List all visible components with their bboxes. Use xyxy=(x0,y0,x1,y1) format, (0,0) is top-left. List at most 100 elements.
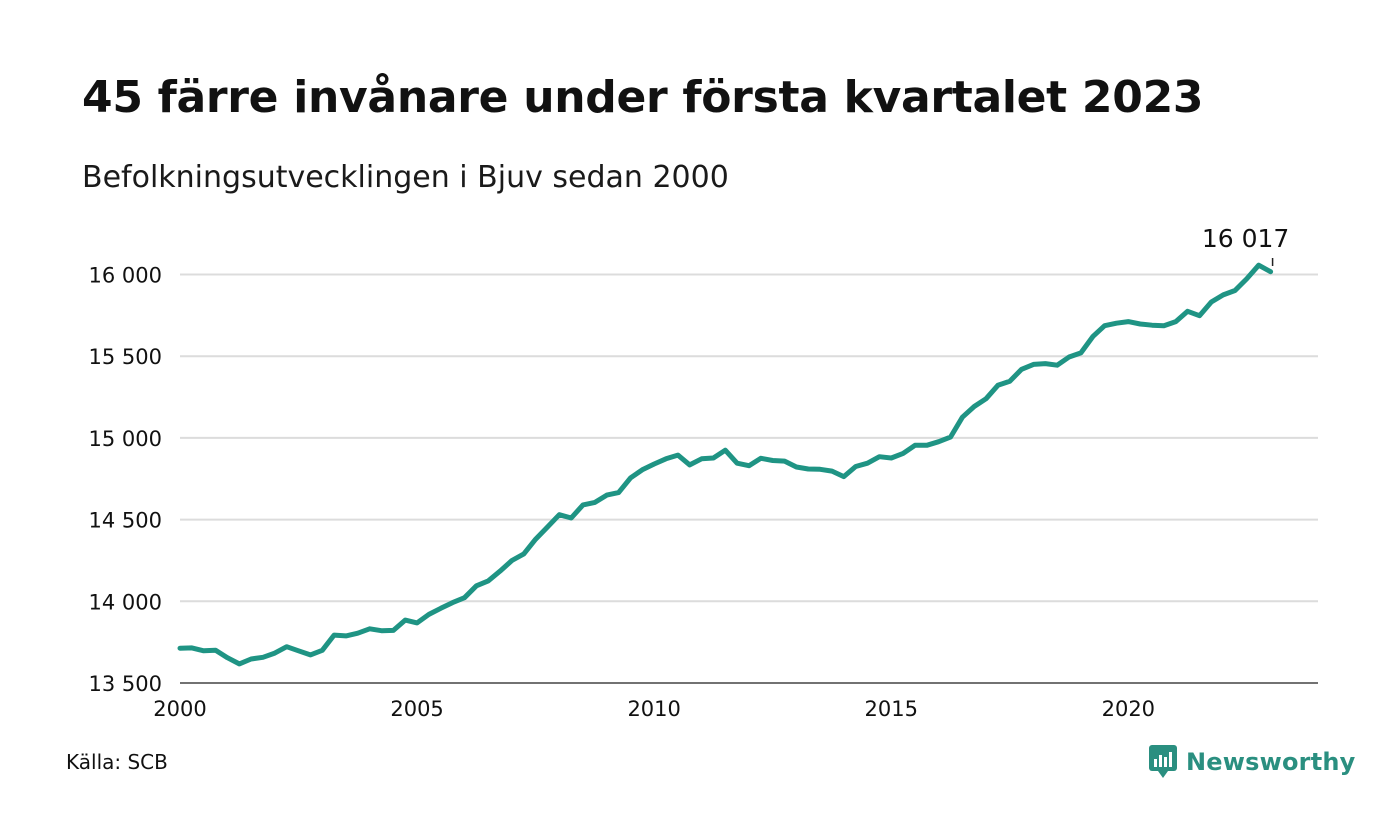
data-point xyxy=(1197,313,1202,318)
data-point xyxy=(509,558,514,563)
data-point xyxy=(557,512,562,517)
y-tick-label: 13 500 xyxy=(89,672,162,696)
data-point xyxy=(284,644,289,649)
data-point xyxy=(450,600,455,605)
data-point xyxy=(296,648,301,653)
data-point xyxy=(1019,367,1024,372)
data-point xyxy=(1221,292,1226,297)
data-point xyxy=(1114,321,1119,326)
y-tick-label: 14 500 xyxy=(89,509,162,533)
data-point xyxy=(735,461,740,466)
data-point xyxy=(818,467,823,472)
x-axis-ticks: 2000 2005 2010 2015 2020 xyxy=(153,697,1155,721)
data-point xyxy=(272,651,277,656)
data-point xyxy=(1126,319,1131,324)
x-tick-label: 2010 xyxy=(627,697,680,721)
data-point xyxy=(486,578,491,583)
data-point xyxy=(213,648,218,653)
data-point xyxy=(1031,362,1036,367)
data-point xyxy=(332,633,337,638)
data-point xyxy=(1244,276,1249,281)
y-tick-label: 15 500 xyxy=(89,345,162,369)
data-point xyxy=(948,435,953,440)
data-point xyxy=(616,490,621,495)
data-point xyxy=(1185,309,1190,314)
data-point xyxy=(1233,288,1238,293)
data-point xyxy=(592,500,597,505)
data-point xyxy=(260,655,265,660)
data-point xyxy=(1161,323,1166,328)
data-point xyxy=(249,656,254,661)
data-point xyxy=(1067,355,1072,360)
data-point xyxy=(1078,350,1083,355)
data-point xyxy=(426,612,431,617)
data-point xyxy=(1007,379,1012,384)
chart-subtitle: Befolkningsutvecklingen i Bjuv sedan 200… xyxy=(82,160,729,195)
data-point xyxy=(912,443,917,448)
data-point xyxy=(877,454,882,459)
data-point xyxy=(924,443,929,448)
data-point xyxy=(711,456,716,461)
data-point xyxy=(1256,263,1261,268)
data-point xyxy=(604,493,609,498)
x-tick-label: 2015 xyxy=(865,697,918,721)
brand-logo: Newsworthy xyxy=(1148,742,1356,782)
data-point xyxy=(355,631,360,636)
data-point xyxy=(889,456,894,461)
x-tick-label: 2005 xyxy=(390,697,443,721)
data-point xyxy=(699,456,704,461)
data-point xyxy=(1043,361,1048,366)
data-point xyxy=(569,515,574,520)
data-point xyxy=(1150,323,1155,328)
data-point xyxy=(794,464,799,469)
data-point xyxy=(972,404,977,409)
data-point xyxy=(640,467,645,472)
newsworthy-logo-icon xyxy=(1149,745,1177,778)
data-point xyxy=(201,648,206,653)
data-point xyxy=(189,645,194,650)
data-point xyxy=(936,439,941,444)
data-point xyxy=(415,620,420,625)
data-point xyxy=(806,466,811,471)
data-point xyxy=(675,453,680,458)
data-point xyxy=(687,462,692,467)
data-point xyxy=(758,456,763,461)
data-point xyxy=(320,648,325,653)
data-point xyxy=(545,524,550,529)
brand-name: Newsworthy xyxy=(1186,748,1356,776)
data-point xyxy=(403,618,408,623)
data-point xyxy=(498,569,503,574)
data-point xyxy=(841,474,846,479)
data-point xyxy=(225,655,230,660)
y-tick-label: 14 000 xyxy=(89,590,162,614)
data-point xyxy=(747,463,752,468)
data-point xyxy=(308,652,313,657)
data-point xyxy=(178,646,183,651)
source-note: Källa: SCB xyxy=(66,750,168,774)
data-point xyxy=(1209,299,1214,304)
data-point xyxy=(462,595,467,600)
data-point xyxy=(664,456,669,461)
data-point xyxy=(237,661,242,666)
data-point xyxy=(652,462,657,467)
data-point xyxy=(521,551,526,556)
data-point xyxy=(581,502,586,507)
x-tick-label: 2020 xyxy=(1102,697,1155,721)
data-point xyxy=(984,396,989,401)
data-point xyxy=(628,475,633,480)
data-point xyxy=(391,628,396,633)
data-point xyxy=(853,464,858,469)
data-point xyxy=(901,451,906,456)
data-point xyxy=(995,383,1000,388)
data-point xyxy=(438,606,443,611)
x-tick-label: 2000 xyxy=(153,697,206,721)
data-point xyxy=(1102,323,1107,328)
y-tick-label: 16 000 xyxy=(89,264,162,288)
data-point xyxy=(782,459,787,464)
y-axis-ticks: 13 500 14 000 14 500 15 000 15 500 16 000 xyxy=(89,264,162,696)
data-point xyxy=(474,583,479,588)
data-point xyxy=(865,461,870,466)
data-point xyxy=(829,469,834,474)
series-line xyxy=(177,262,1274,667)
